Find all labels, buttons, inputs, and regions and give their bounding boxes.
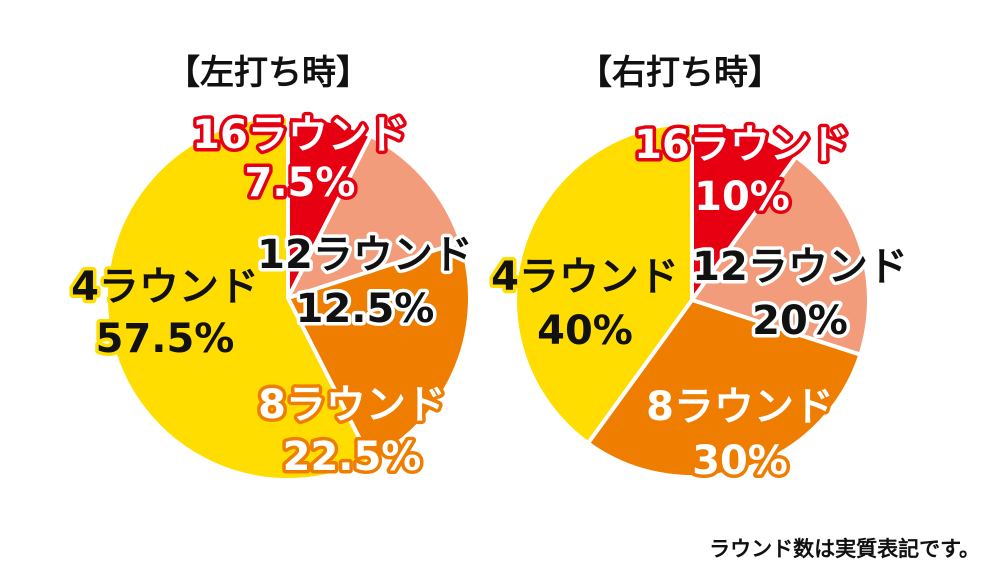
slice-label: 4ラウンド	[71, 264, 259, 310]
pie-slice-4	[104, 114, 373, 482]
chart-title: 【右打ち時】	[578, 53, 782, 93]
slice-value-label: 40%	[537, 308, 633, 354]
pie-slice-2	[690, 154, 871, 357]
slice-value-label: 7.5%	[245, 160, 356, 206]
chart-title: 【左打ち時】	[166, 53, 370, 93]
footnote: ラウンド数は実質表記です。	[709, 537, 980, 561]
slice-value-label: 20%	[752, 298, 848, 344]
slice-label: 8ラウンド	[646, 384, 834, 430]
slice-value-label: 57.5%	[96, 316, 235, 362]
pie-slice-1	[690, 121, 799, 302]
pie-slice-3	[286, 239, 472, 463]
slice-label: 16ラウンド	[192, 112, 408, 158]
slice-label: 16ラウンド	[634, 122, 850, 168]
slice-label: 12ラウンド	[692, 244, 908, 290]
slice-value-label: 12.5%	[296, 286, 435, 332]
pie-slice-2	[286, 133, 464, 300]
slice-value-label: 10%	[694, 174, 790, 220]
pie-slice-4	[513, 121, 694, 446]
slice-label: 12ラウンド	[257, 232, 473, 278]
slice-value-label: 22.5%	[283, 434, 422, 480]
pie-chart-2: 【右打ち時】 16ラウンド 10% 12ラウンド 20% 8ラウンド 30% 4ラウンド 40%	[488, 53, 912, 488]
slice-label: 4ラウンド	[491, 254, 679, 300]
slice-value-label: 30%	[692, 438, 788, 484]
slice-label: 8ラウンド	[258, 382, 446, 428]
pie-slice-3	[585, 298, 863, 479]
